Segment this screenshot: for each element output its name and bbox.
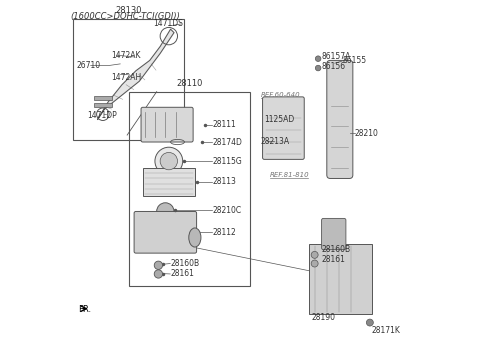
FancyBboxPatch shape xyxy=(327,61,353,178)
Text: 1472AK: 1472AK xyxy=(111,51,141,60)
Circle shape xyxy=(311,260,318,267)
Text: 28160B: 28160B xyxy=(170,259,200,268)
Text: FR.: FR. xyxy=(79,305,92,314)
Bar xyxy=(73,19,184,140)
Text: 28174D: 28174D xyxy=(212,138,242,147)
Text: REF.81-810: REF.81-810 xyxy=(269,172,309,178)
Text: 86156: 86156 xyxy=(322,62,346,71)
Circle shape xyxy=(154,270,163,278)
Text: 28161: 28161 xyxy=(322,254,346,264)
Text: 1472AH: 1472AH xyxy=(111,73,142,82)
Bar xyxy=(94,103,111,107)
Text: 28113: 28113 xyxy=(212,177,236,187)
Text: 28115G: 28115G xyxy=(212,156,242,166)
Circle shape xyxy=(315,65,321,71)
Text: 28213A: 28213A xyxy=(261,137,290,146)
Text: 28112: 28112 xyxy=(212,228,236,237)
Text: 86157A: 86157A xyxy=(322,52,351,62)
Text: 28210C: 28210C xyxy=(212,206,241,215)
FancyBboxPatch shape xyxy=(143,168,195,196)
Text: 28210: 28210 xyxy=(355,129,378,138)
FancyBboxPatch shape xyxy=(322,218,346,250)
Text: 1471DP: 1471DP xyxy=(87,111,117,120)
Text: 28190: 28190 xyxy=(312,313,336,322)
Text: 28111: 28111 xyxy=(212,120,236,129)
Text: 28110: 28110 xyxy=(177,79,203,88)
FancyBboxPatch shape xyxy=(141,107,193,142)
Text: 28160B: 28160B xyxy=(322,245,351,254)
Bar xyxy=(94,96,111,100)
FancyBboxPatch shape xyxy=(263,97,304,159)
Bar xyxy=(129,92,251,286)
Text: 28130: 28130 xyxy=(116,6,142,15)
Circle shape xyxy=(156,203,174,220)
Text: 1471DS: 1471DS xyxy=(153,20,183,28)
Text: 1125AD: 1125AD xyxy=(264,115,295,124)
Polygon shape xyxy=(97,29,174,119)
Ellipse shape xyxy=(189,228,201,247)
Text: 86155: 86155 xyxy=(342,56,367,65)
Circle shape xyxy=(366,319,373,326)
Text: 28171K: 28171K xyxy=(372,326,401,335)
Circle shape xyxy=(155,147,183,175)
Text: (1600CC>DOHC-TCI(GDI)): (1600CC>DOHC-TCI(GDI)) xyxy=(70,12,180,21)
Text: REF.60-640: REF.60-640 xyxy=(261,92,300,98)
Text: 26710: 26710 xyxy=(77,61,101,70)
FancyBboxPatch shape xyxy=(134,211,197,253)
Circle shape xyxy=(154,261,163,270)
FancyBboxPatch shape xyxy=(310,244,372,314)
Circle shape xyxy=(311,251,318,258)
Text: 28161: 28161 xyxy=(170,270,194,279)
Circle shape xyxy=(315,56,321,62)
Circle shape xyxy=(160,153,178,170)
